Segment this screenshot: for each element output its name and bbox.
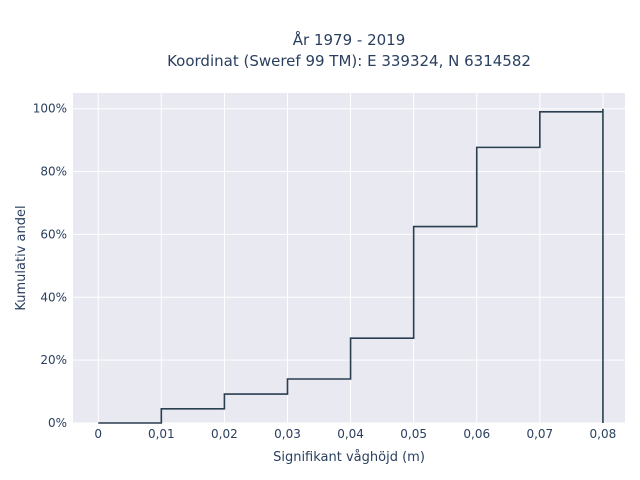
x-tick-label: 0,01 <box>148 427 175 441</box>
y-tick-label: 0% <box>48 416 67 430</box>
plot-area <box>73 93 625 423</box>
y-tick-labels: 0% 20% 40% 60% 80% 100% <box>33 102 67 430</box>
cdf-step-line <box>98 108 604 424</box>
x-tick-label: 0,05 <box>400 427 427 441</box>
y-tick-label: 20% <box>40 353 67 367</box>
x-tick-label: 0,07 <box>526 427 553 441</box>
x-tick-label: 0,02 <box>211 427 238 441</box>
x-tick-label: 0 <box>94 427 102 441</box>
y-tick-label: 80% <box>40 165 67 179</box>
chart-title-line1: År 1979 - 2019 <box>293 30 406 49</box>
x-tick-labels: 0 0,01 0,02 0,03 0,04 0,05 0,06 0,07 0,08 <box>94 427 616 441</box>
chart-title-line2: Koordinat (Sweref 99 TM): E 339324, N 63… <box>167 52 531 70</box>
x-tick-label: 0,08 <box>590 427 617 441</box>
x-tick-label: 0,06 <box>463 427 490 441</box>
x-axis-label: Signifikant våghöjd (m) <box>273 450 425 465</box>
y-tick-label: 40% <box>40 290 67 304</box>
y-axis-label: Kumulativ andel <box>14 205 29 310</box>
x-tick-label: 0,03 <box>274 427 301 441</box>
series-layer <box>98 108 604 424</box>
y-tick-label: 100% <box>33 102 67 116</box>
y-tick-label: 60% <box>40 227 67 241</box>
y-gridlines <box>73 108 625 424</box>
x-tick-label: 0,04 <box>337 427 364 441</box>
